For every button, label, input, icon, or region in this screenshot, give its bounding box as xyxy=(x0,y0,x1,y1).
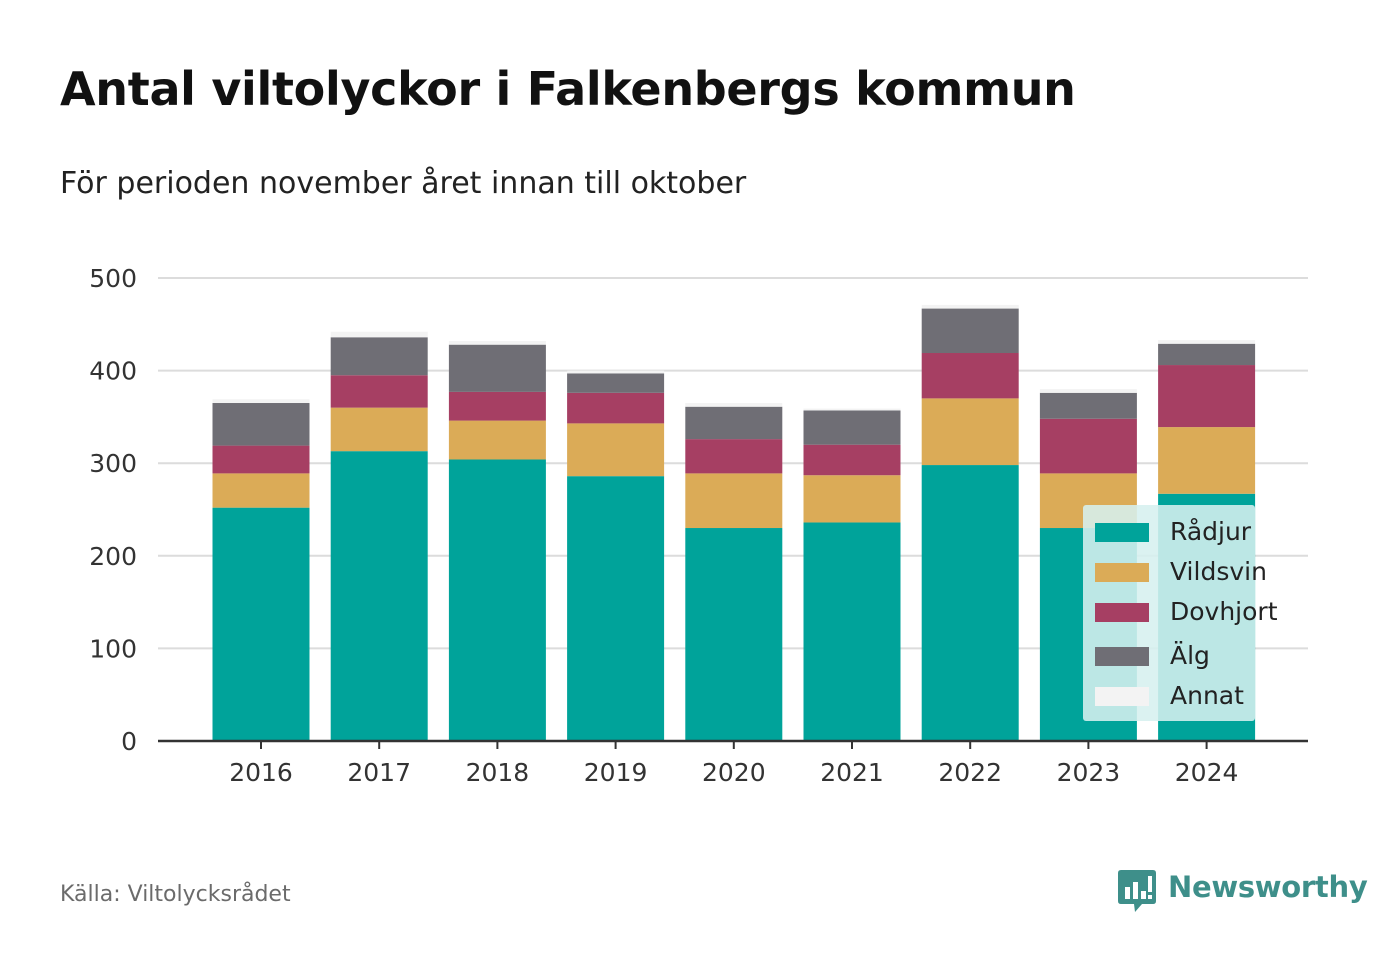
bar-segment-2016-4 xyxy=(212,399,310,404)
bar-segment-2020-4 xyxy=(685,403,783,407)
legend-label-alg: Älg xyxy=(1170,641,1210,670)
y-tick-label: 0 xyxy=(121,727,137,756)
legend-swatch-dovhjort xyxy=(1095,603,1149,622)
bar-segment-2024-2 xyxy=(1158,365,1256,428)
legend-swatch-annat xyxy=(1095,687,1149,706)
bar-segment-2016-2 xyxy=(212,445,310,474)
chart-legend: Rådjur Vildsvin Dovhjort Älg Annat xyxy=(1083,505,1278,721)
bar-segment-2022-2 xyxy=(921,353,1019,399)
x-tick-label: 2018 xyxy=(466,758,530,787)
bar-segment-2019-2 xyxy=(567,392,665,424)
bar-segment-2020-2 xyxy=(685,439,783,474)
bar-segment-2020-1 xyxy=(685,473,783,529)
bar-segment-2018-1 xyxy=(448,420,546,460)
bar-segment-2022-4 xyxy=(921,304,1019,309)
x-tick-label: 2021 xyxy=(820,758,884,787)
source-note: Källa: Viltolycksrådet xyxy=(60,882,291,907)
legend-label-radjur: Rådjur xyxy=(1170,517,1252,546)
y-tick-label: 200 xyxy=(89,542,137,571)
bar-segment-2020-3 xyxy=(685,406,783,440)
y-tick-label: 100 xyxy=(89,634,137,663)
bar-segment-2022-0 xyxy=(921,465,1019,741)
bar-segment-2019-0 xyxy=(567,476,665,741)
legend-label-annat: Annat xyxy=(1170,681,1244,710)
bar-segment-2017-1 xyxy=(330,407,428,452)
bar-segment-2017-4 xyxy=(330,331,428,338)
axes: 0 100 200 300 400 500 2016 2017 2018 2019 2020 2021… xyxy=(89,264,1308,787)
bar-segment-2021-4 xyxy=(803,408,901,411)
newsworthy-logo-icon xyxy=(1118,870,1156,912)
legend-swatch-alg xyxy=(1095,647,1149,666)
bar-segment-2019-4 xyxy=(567,370,665,374)
bar-segment-2019-1 xyxy=(567,423,665,477)
bar-segment-2018-2 xyxy=(448,391,546,421)
x-tick-label: 2016 xyxy=(229,758,293,787)
bar-segment-2017-2 xyxy=(330,375,428,408)
x-tick-label: 2023 xyxy=(1057,758,1121,787)
bar-segment-2021-3 xyxy=(803,410,901,445)
bar-segment-2024-4 xyxy=(1158,340,1256,344)
bar-segment-2020-0 xyxy=(685,528,783,741)
bar-segment-2021-2 xyxy=(803,444,901,476)
bar-segment-2017-0 xyxy=(330,451,428,741)
bar-segment-2016-3 xyxy=(212,403,310,446)
bars xyxy=(212,304,1256,741)
legend-swatch-vildsvin xyxy=(1095,563,1149,582)
x-tick-label: 2019 xyxy=(584,758,648,787)
bar-segment-2021-1 xyxy=(803,475,901,523)
legend-label-dovhjort: Dovhjort xyxy=(1170,597,1278,626)
x-tick-label: 2017 xyxy=(347,758,411,787)
bar-segment-2023-2 xyxy=(1039,418,1137,474)
bar-segment-2016-0 xyxy=(212,507,310,741)
chart-subtitle: För perioden november året innan till ok… xyxy=(60,166,747,201)
legend-label-vildsvin: Vildsvin xyxy=(1170,557,1267,586)
bar-segment-2017-3 xyxy=(330,337,428,376)
bar-segment-2018-3 xyxy=(448,344,546,392)
y-tick-label: 400 xyxy=(89,357,137,386)
bar-segment-2023-3 xyxy=(1039,392,1137,419)
legend-swatch-radjur xyxy=(1095,523,1149,542)
brand-name: Newsworthy xyxy=(1168,870,1368,904)
y-tick-label: 300 xyxy=(89,449,137,478)
bar-segment-2018-0 xyxy=(448,459,546,741)
y-tick-label: 500 xyxy=(89,264,137,293)
x-tick-label: 2022 xyxy=(938,758,1002,787)
bar-segment-2019-3 xyxy=(567,373,665,393)
x-tick-label: 2020 xyxy=(702,758,766,787)
bar-segment-2018-4 xyxy=(448,340,546,345)
x-tick-label: 2024 xyxy=(1175,758,1239,787)
bar-segment-2024-1 xyxy=(1158,427,1256,494)
bar-segment-2022-1 xyxy=(921,398,1019,466)
bar-segment-2023-4 xyxy=(1039,389,1137,393)
chart-title: Antal viltolyckor i Falkenbergs kommun xyxy=(60,62,1076,116)
bar-segment-2022-3 xyxy=(921,308,1019,354)
bar-segment-2016-1 xyxy=(212,473,310,508)
bar-segment-2024-3 xyxy=(1158,343,1256,366)
bar-segment-2021-0 xyxy=(803,522,901,741)
